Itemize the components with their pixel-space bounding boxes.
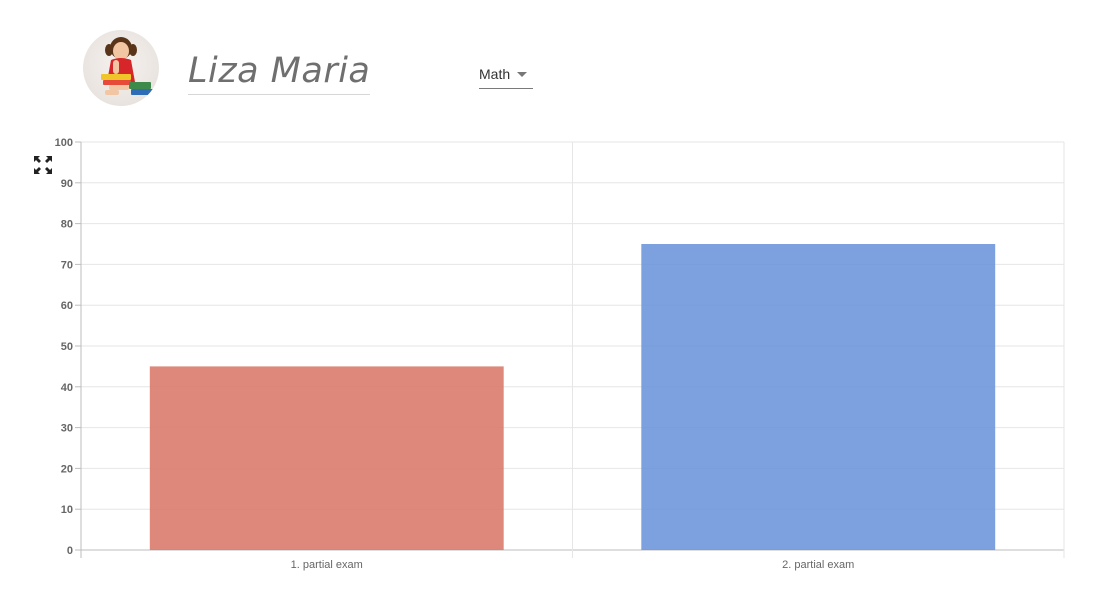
x-category-label: 1. partial exam — [291, 559, 363, 571]
x-category-label: 2. partial exam — [782, 559, 854, 571]
y-tick-label: 50 — [61, 341, 73, 353]
y-tick-label: 80 — [61, 219, 73, 231]
girl-illustration — [101, 37, 153, 95]
fullscreen-icon[interactable] — [33, 155, 53, 175]
subject-dropdown[interactable]: Math — [479, 64, 533, 89]
subject-selected-value: Math — [479, 66, 511, 82]
y-tick-label: 40 — [61, 382, 73, 394]
y-tick-label: 20 — [61, 463, 73, 475]
student-name: Liza Maria — [188, 50, 371, 95]
bar-1[interactable] — [149, 366, 504, 550]
y-tick-label: 30 — [61, 423, 73, 435]
student-avatar — [83, 30, 159, 106]
y-tick-label: 10 — [61, 504, 73, 516]
y-tick-label: 70 — [61, 259, 73, 271]
y-tick-label: 0 — [67, 545, 73, 557]
y-tick-label: 100 — [55, 137, 73, 149]
bar-2[interactable] — [641, 244, 996, 550]
y-tick-label: 90 — [61, 178, 73, 190]
chevron-down-icon — [517, 72, 527, 77]
y-tick-label: 60 — [61, 300, 73, 312]
